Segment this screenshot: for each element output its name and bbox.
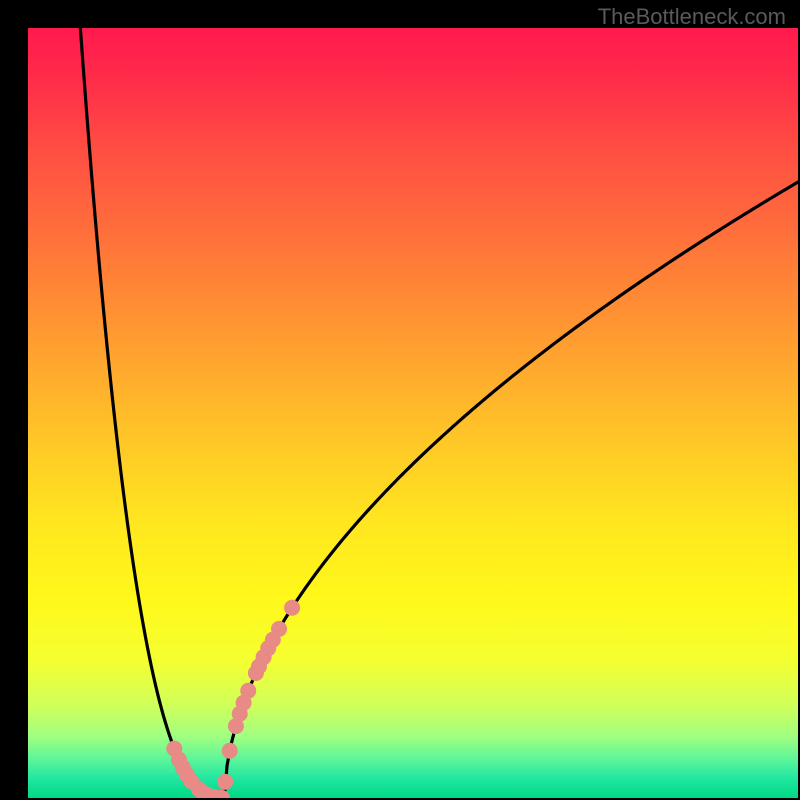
plot-area: [28, 28, 798, 798]
watermark-text: TheBottleneck.com: [598, 4, 786, 30]
gradient-background: [28, 28, 798, 798]
chart-container: TheBottleneck.com: [0, 0, 800, 800]
